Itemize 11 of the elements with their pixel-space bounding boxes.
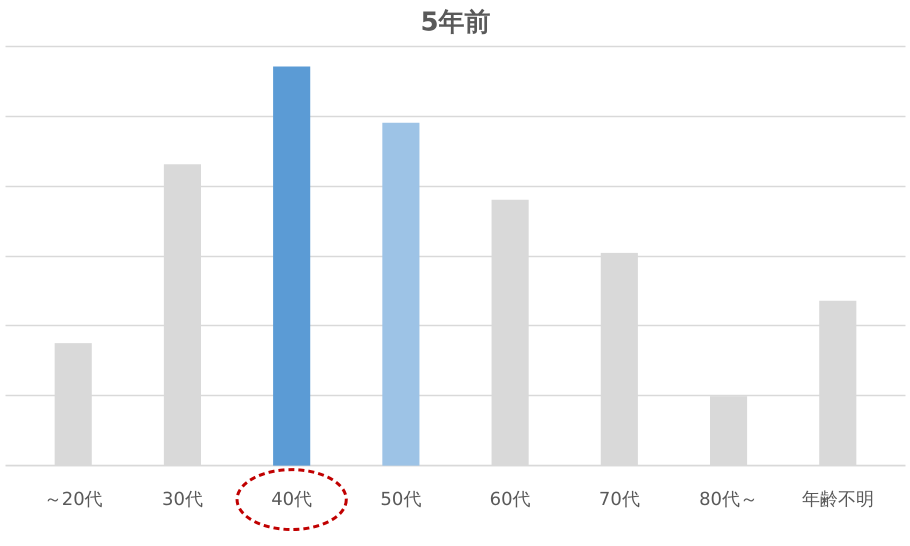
x-tick-label: 年齢不明	[802, 489, 874, 510]
bar	[382, 122, 420, 466]
chart-title: 5年前	[420, 8, 491, 38]
x-tick-label: 70代	[598, 489, 640, 510]
x-tick-label: 80代～	[699, 489, 758, 510]
x-tick-label: 30代	[162, 489, 203, 510]
x-tick-label: 50代	[380, 489, 422, 510]
x-tick-label: 40代	[271, 489, 312, 510]
x-tick-label: 60代	[490, 489, 531, 510]
x-tick-label: ～20代	[44, 489, 103, 510]
bar	[273, 66, 310, 466]
